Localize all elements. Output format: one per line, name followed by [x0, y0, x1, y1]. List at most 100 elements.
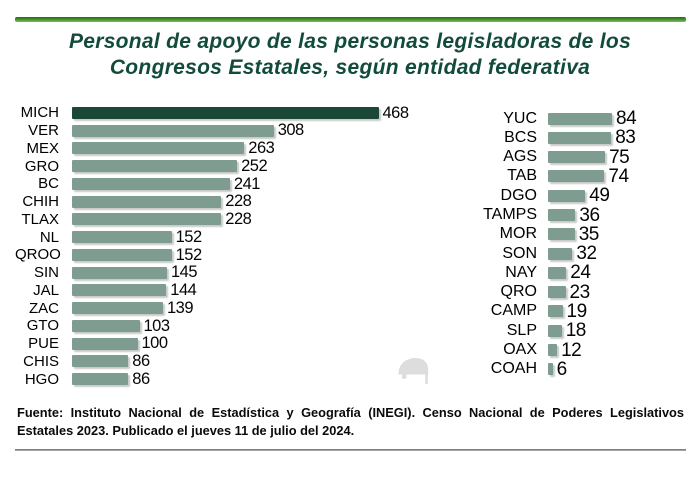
bar-category-label: TAMPS	[483, 206, 537, 224]
bar-value-label: 252	[241, 156, 268, 175]
bar-value-label: 228	[225, 192, 252, 211]
bar-value-label: 100	[141, 334, 169, 353]
bar	[548, 266, 567, 279]
bar-category-label: VER	[28, 122, 59, 140]
bar-row: QRO 23	[475, 283, 636, 302]
bar-value-label: 86	[132, 369, 150, 388]
bar-category-label: SON	[502, 244, 537, 262]
bar	[72, 231, 172, 244]
bar	[548, 189, 586, 202]
bar-row: SON 32	[475, 244, 636, 263]
bar	[548, 305, 563, 318]
bar-row: DGO 49	[475, 186, 636, 205]
bar-row: SIN 145	[15, 264, 409, 282]
bar	[72, 319, 140, 332]
bar-value-label: 83	[615, 127, 636, 149]
bar	[548, 209, 576, 222]
bar-row: QROO 152	[15, 246, 409, 264]
bar	[548, 344, 558, 357]
bar-value-label: 12	[561, 339, 582, 361]
bar-highlighted	[72, 106, 379, 119]
bar-row: BC 241	[15, 175, 409, 193]
bar-value-label: 75	[609, 146, 630, 168]
turtle-watermark-icon	[398, 357, 429, 384]
bar-row: JAL 144	[15, 282, 409, 300]
bar	[72, 195, 222, 208]
bar-category-label: AGS	[503, 148, 537, 166]
bar-category-label: MEX	[26, 139, 59, 157]
bar-row: YUC 84	[475, 109, 636, 128]
bar-category-label: CAMP	[490, 302, 537, 320]
bar-row: MOR 35	[475, 225, 636, 244]
bar-row: NL 152	[15, 228, 409, 246]
bar	[72, 213, 222, 226]
bar-category-label: TAB	[507, 167, 537, 185]
bar-category-label: BCS	[504, 128, 537, 146]
bar-value-label: 228	[225, 210, 252, 229]
chart-title-line2: Congresos Estatales, según entidad feder…	[109, 55, 591, 79]
source-note: Fuente: Instituto Nacional de Estadístic…	[17, 404, 684, 439]
bar-value-label: 152	[175, 227, 203, 246]
bar	[548, 363, 553, 376]
bar-value-label: 84	[616, 108, 637, 130]
bar-row: COAH 6	[475, 360, 636, 379]
bar-category-label: YUC	[503, 109, 537, 127]
bar-category-label: GTO	[26, 317, 59, 335]
bar-value-label: 103	[143, 316, 171, 335]
bar-category-label: HGO	[24, 370, 59, 388]
bar	[548, 247, 573, 260]
chart-title-line1: Personal de apoyo de las personas legisl…	[68, 30, 632, 53]
bar-value-label: 24	[570, 262, 591, 284]
bar-category-label: OAX	[503, 341, 537, 359]
bar-category-label: TLAX	[21, 210, 59, 228]
bar-row: MEX 263	[15, 140, 409, 158]
bottom-divider	[15, 449, 686, 451]
bar-category-label: QROO	[15, 246, 61, 264]
bar	[548, 170, 605, 183]
bar	[548, 151, 606, 164]
bar-row: CHIS 86	[15, 353, 409, 371]
bar-row: TAMPS 36	[475, 204, 636, 226]
bar	[548, 228, 575, 241]
bar-category-label: BC	[38, 175, 59, 193]
bar-panel-left: MICH 468 VER 308 MEX 263 GRO 252 BC 241 CHIH 228 TLA…	[15, 104, 409, 388]
bar	[72, 302, 163, 315]
bar-value-label: 32	[576, 243, 597, 265]
bar-row: OAX 12	[475, 339, 636, 361]
bar-row: MICH 468	[15, 104, 409, 122]
bar	[72, 337, 138, 350]
bar-row: NAY 24	[475, 263, 636, 282]
chart-title: Personal de apoyo de las personas legisl…	[0, 29, 700, 80]
bar-category-label: MICH	[20, 104, 59, 122]
bar-category-label: ZAC	[29, 299, 59, 317]
bar	[72, 266, 167, 279]
bar-value-label: 308	[277, 121, 305, 140]
bar-value-label: 36	[579, 204, 600, 226]
source-note-line1: Fuente: Instituto Nacional de Estadístic…	[17, 405, 684, 420]
bar	[548, 286, 566, 299]
bar-category-label: CHIS	[23, 352, 59, 370]
bar-row: PUE 100	[15, 335, 409, 353]
bar-value-label: 139	[167, 298, 194, 317]
bar-row: GRO 252	[15, 157, 409, 175]
bar-category-label: GRO	[24, 157, 59, 175]
bar	[548, 131, 612, 144]
bar-category-label: NL	[39, 228, 59, 246]
bar-category-label: PUE	[28, 335, 59, 353]
bar-value-label: 6	[556, 358, 568, 380]
bar-category-label: SLP	[506, 321, 537, 339]
bar	[72, 124, 274, 137]
bar-value-label: 241	[233, 174, 261, 193]
bar	[548, 112, 612, 125]
bar-row: VER 308	[15, 122, 409, 140]
bar-value-label: 18	[565, 320, 587, 342]
bar-value-label: 145	[171, 263, 198, 282]
bar-value-label: 23	[569, 281, 591, 303]
bar-row: CHIH 228	[15, 193, 409, 211]
bar	[72, 284, 167, 297]
bar-category-label: NAY	[505, 263, 537, 281]
bar-category-label: JAL	[33, 281, 59, 299]
bar-value-label: 144	[170, 281, 197, 300]
bar-value-label: 86	[132, 352, 150, 371]
